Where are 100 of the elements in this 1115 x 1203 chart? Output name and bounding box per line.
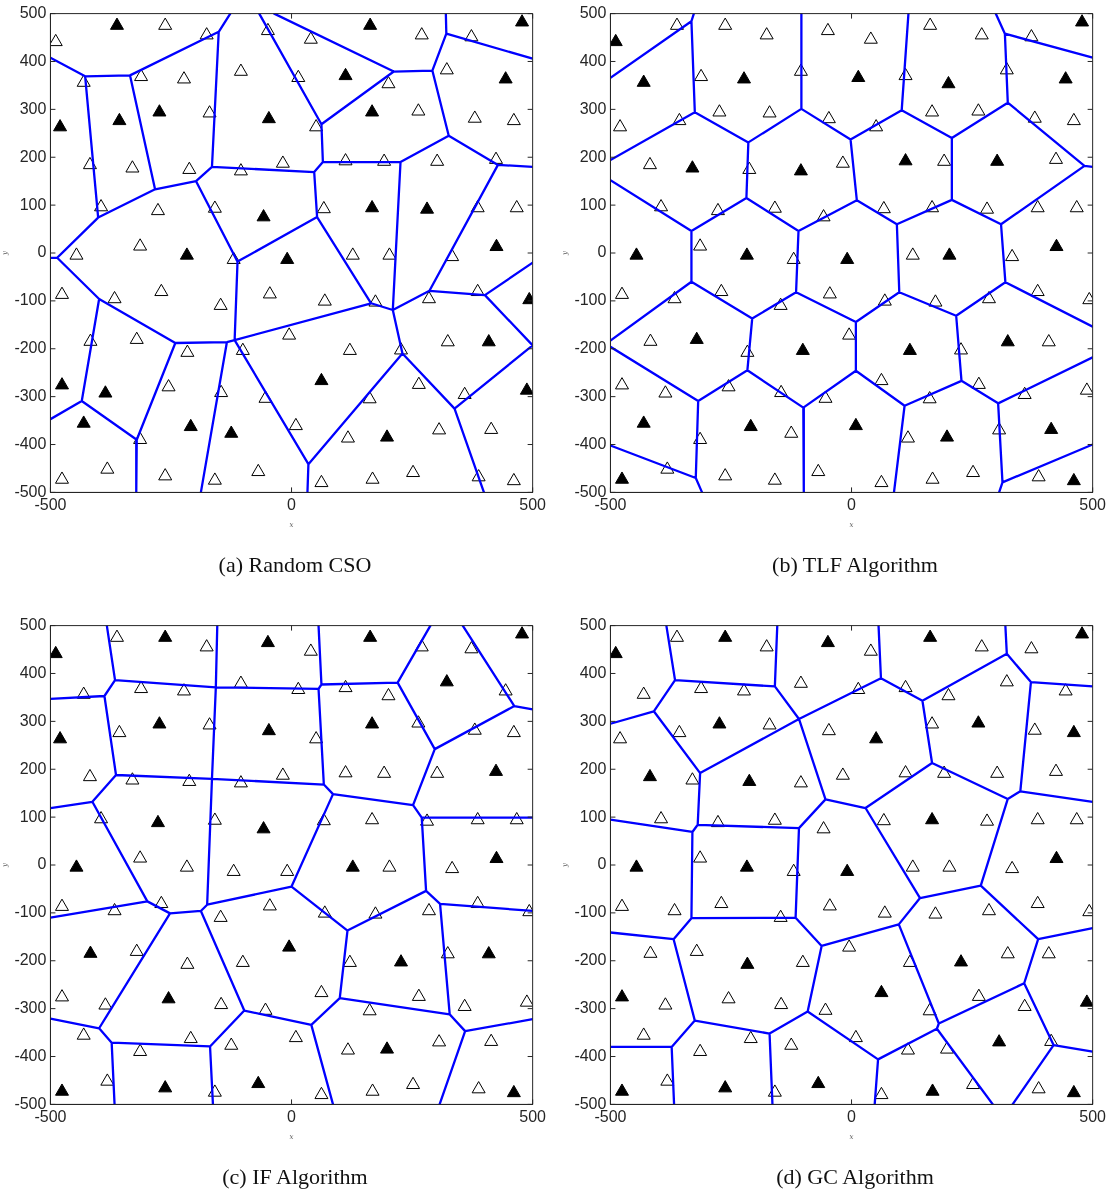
point [840,863,855,876]
point [481,334,496,347]
point [793,163,808,176]
point [718,629,733,642]
point [152,716,167,729]
point [365,716,380,729]
point [380,429,395,442]
y-tick-label: -400 [14,1046,47,1064]
point [515,14,530,27]
y-tick-label: -300 [14,999,47,1017]
y-tick-label: 0 [37,855,47,873]
point [954,954,968,967]
point [365,199,380,213]
point [990,153,1005,166]
point [439,674,454,687]
point [489,763,503,776]
point [629,859,644,872]
point [925,811,940,825]
y-tick-label: 300 [19,99,47,117]
y-tick-label: -300 [574,387,607,405]
point [742,773,757,786]
point [161,991,176,1004]
y-tick-label: 400 [579,663,607,681]
text: (a) Random CSO [217,552,373,578]
point [1079,994,1093,1007]
point [636,415,651,428]
point [519,382,533,395]
point [848,417,863,431]
point [150,814,165,828]
point [636,74,651,87]
point [55,377,69,390]
y-tick-label: 0 [37,243,47,261]
point [55,1083,69,1096]
x-tick-label: 0 [287,1108,297,1126]
point [420,201,435,214]
point [992,1034,1007,1047]
y-tick-label: -100 [574,903,607,921]
point [363,17,378,30]
point [1066,724,1081,738]
point [737,71,751,84]
y-tick-label: -100 [14,903,47,921]
point [69,859,84,872]
y-tick-label: 400 [19,51,47,69]
y-tick-label: 100 [19,807,47,825]
point [743,418,758,432]
point [158,1080,173,1093]
y-tick-label: 200 [579,759,607,777]
point [923,629,938,642]
point [338,67,353,81]
point [260,634,275,648]
point [363,629,378,642]
point [158,629,173,642]
y-tick-label: -200 [574,951,607,969]
y-tick-label: -200 [14,951,47,969]
point [902,342,917,355]
point [280,251,295,264]
point [940,429,955,442]
point [109,17,124,30]
point [712,716,727,729]
text: (d) GC Algorithm [775,1164,935,1190]
x-tick-label: 0 [287,496,297,514]
y-tick-label: -400 [574,1046,607,1064]
point [314,372,329,386]
point [610,645,623,659]
point [642,768,657,782]
point [345,859,360,872]
point [740,956,755,969]
point [615,471,629,484]
point [851,69,866,83]
point [256,821,271,834]
point [615,1083,629,1096]
point [179,247,194,260]
point [365,104,380,117]
x-tick-label: 0 [847,1108,857,1126]
point [53,119,68,132]
point [498,71,513,84]
point [1066,1084,1081,1098]
point [1000,334,1015,347]
x-tick-label: 500 [1079,1108,1107,1126]
point [874,984,889,998]
y-tick-label: 300 [579,711,607,729]
point [515,626,530,639]
point [1049,238,1064,252]
point [112,112,127,126]
point [224,425,239,438]
point [615,989,629,1002]
point [840,251,855,264]
x-tick-label: 500 [519,496,547,514]
point [261,722,276,736]
point [251,1075,266,1089]
point [820,634,835,648]
point [869,731,884,744]
y-tick-label: -200 [14,339,47,357]
text: (b) TLF Algorithm [771,552,939,578]
y-tick-label: 0 [597,855,607,873]
y-tick-label: 100 [579,195,607,213]
point [261,110,276,124]
y-tick-label: 500 [19,616,47,634]
x-tick-label: 500 [519,1108,547,1126]
y-tick-label: -100 [14,291,47,309]
